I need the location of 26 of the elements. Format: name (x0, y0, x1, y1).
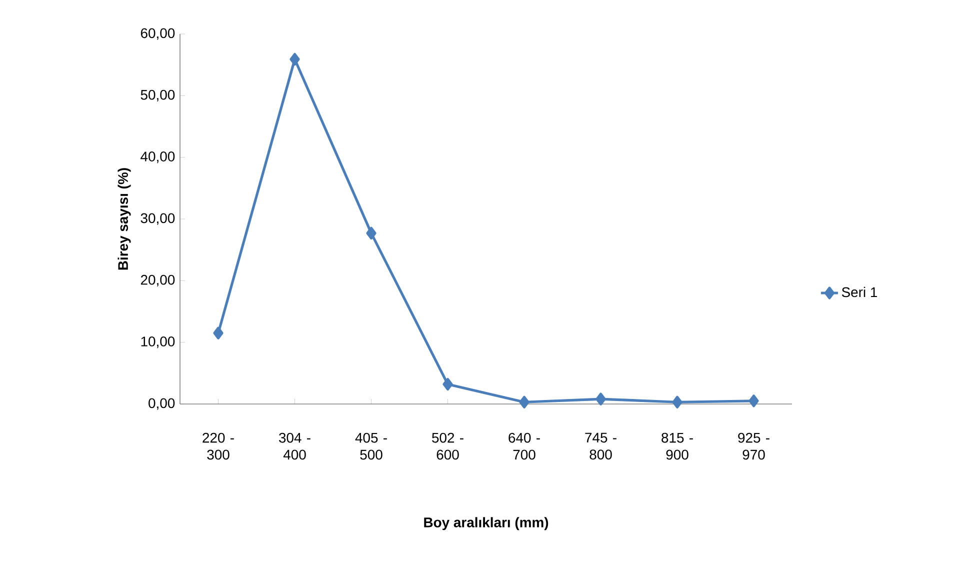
point (442, 378, 453, 391)
legend-label: Seri 1 (842, 286, 878, 298)
point (366, 226, 376, 240)
point (748, 394, 759, 408)
y-tick-label: 20,00 (140, 274, 175, 286)
x-tick-label: 640 - 700 (508, 432, 540, 460)
x-tick-label: 405 - 500 (355, 432, 387, 460)
y-tick-label: 30,00 (140, 213, 175, 225)
x-tick-label: 745 - 800 (585, 432, 616, 460)
y-tick-label: 60,00 (140, 28, 175, 40)
point (519, 396, 530, 408)
point (596, 392, 606, 406)
point (672, 396, 682, 408)
y-tick-label: 10,00 (141, 336, 175, 348)
x-tick-label: 925 - 970 (738, 432, 770, 460)
y-tick-label: 50,00 (140, 90, 175, 102)
point (213, 326, 224, 340)
x-tick-label: 502 - 600 (432, 432, 464, 460)
y-tick-label: 0,00 (148, 398, 175, 410)
y-tick-label: 40,00 (140, 152, 175, 164)
x-tick-label: 220 - 300 (202, 432, 234, 460)
x-tick-label: 304 - 400 (279, 432, 310, 460)
x-axis-title: Boy aralıkları (mm) (424, 517, 548, 530)
y-axis-title: Birey sayısı (%) (118, 168, 131, 270)
point (290, 52, 300, 66)
x-tick-label: 815 - 900 (662, 432, 693, 460)
